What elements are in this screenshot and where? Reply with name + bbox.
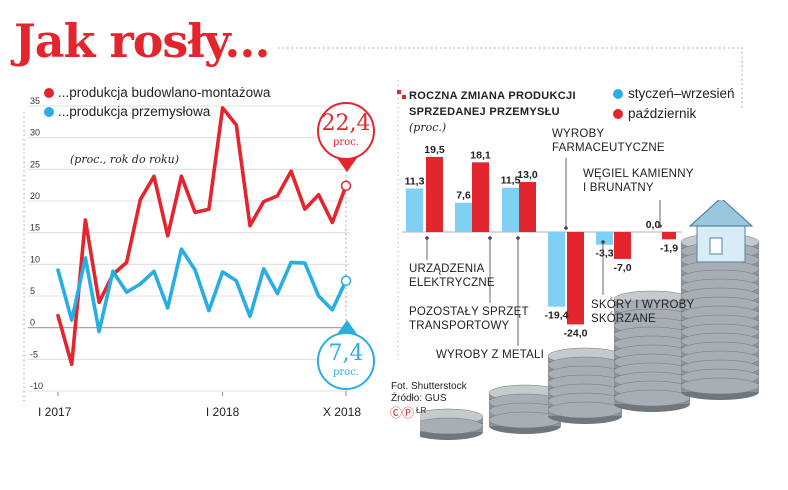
- bar-october: [662, 232, 676, 240]
- coin-face: [613, 389, 691, 407]
- value-label-jan-sep: -3,3: [595, 248, 613, 260]
- bar-october: [426, 156, 443, 232]
- industrial-callout-value: 7,4: [328, 341, 364, 366]
- legend-jan-sep-label: styczeń–wrzesień: [628, 86, 735, 101]
- x-tick-label: I 2018: [206, 405, 240, 419]
- bar-jan-sep: [406, 188, 423, 232]
- category-label-metal: WYROBY Z METALI: [436, 349, 545, 361]
- bar-october: [567, 232, 584, 325]
- legend-industrial-label: ...produkcja przemysłowa: [58, 104, 211, 119]
- line-chart: -10 -5 0 5 10 15 20 25 30 35 I 2017 I 2018 X 2018: [28, 96, 361, 419]
- legend-october: październik: [613, 106, 696, 121]
- copyright-mark: ⒸⓅ: [390, 406, 415, 420]
- leader-dot: [601, 240, 605, 244]
- construction-callout-unit: proc.: [333, 137, 359, 148]
- value-label-october: 13,0: [517, 169, 538, 181]
- red-dot-icon: [44, 87, 54, 98]
- leader-dot: [564, 226, 568, 230]
- construction-callout: 22,4 proc.: [317, 102, 375, 160]
- y-tick-label: 10: [30, 254, 40, 264]
- banknote-house-icon: [688, 200, 754, 263]
- value-label-jan-sep: 0,0: [646, 219, 661, 231]
- x-tick-label: X 2018: [323, 405, 361, 419]
- coin-stacks-illustration: [420, 200, 760, 440]
- construction-callout-value: 22,4: [321, 111, 371, 136]
- leader-dot: [658, 224, 662, 228]
- value-label-october: 18,1: [470, 149, 491, 161]
- industrial-pointer-icon: [337, 320, 357, 334]
- legend-jan-sep: styczeń–wrzesień: [613, 86, 735, 101]
- y-tick-label: -10: [30, 381, 43, 391]
- coin-face: [420, 417, 484, 435]
- page-title: Jak rosły...: [14, 14, 270, 68]
- category-label-transport: POZOSTAŁY SPRZĘT TRANSPORTOWY: [409, 306, 529, 332]
- bar-october: [519, 181, 536, 232]
- category-label-coal: WĘGIEL KAMIENNY I BRUNATNY: [583, 168, 694, 194]
- value-label-october: -24,0: [564, 327, 588, 339]
- category-label-electrical: URZĄDZENIA ELEKTRYCZNE: [409, 263, 495, 289]
- leader-dot: [425, 236, 429, 240]
- y-tick-label: 25: [30, 159, 40, 169]
- blue-dot-icon: [613, 88, 623, 99]
- value-label-jan-sep: -19,4: [545, 310, 569, 322]
- source-credit: Źródło: GUS: [391, 393, 447, 404]
- industrial-callout: 7,4 proc.: [317, 332, 375, 390]
- value-label-jan-sep: 11,3: [405, 175, 425, 187]
- author-initials: ŁR: [416, 406, 427, 415]
- bar-jan-sep: [596, 232, 613, 245]
- house-roof: [688, 200, 754, 227]
- bar-october: [614, 232, 631, 259]
- y-tick-label: 5: [30, 286, 35, 296]
- end-point-marker: [340, 180, 352, 192]
- value-label-jan-sep: 11,5: [501, 175, 521, 187]
- bar-jan-sep: [502, 187, 519, 232]
- construction-pointer-icon: [337, 158, 357, 172]
- bar-chart-title: Roczna zmiana produkcji sprzedanej przem…: [409, 90, 576, 118]
- industrial-line: [56, 247, 348, 334]
- leader-dot: [488, 236, 492, 240]
- bar-chart-unit: (proc.): [409, 121, 447, 134]
- red-dot-icon: [613, 108, 623, 119]
- legend-industrial: ...produkcja przemysłowa: [44, 104, 210, 119]
- y-tick-label: 0: [30, 318, 35, 328]
- coin-face: [547, 401, 623, 419]
- legend-construction-label: ...produkcja budowlano-montażowa: [58, 85, 271, 100]
- value-label-october: 19,5: [424, 144, 445, 156]
- left-unit-note: (proc., rok do roku): [70, 153, 179, 166]
- bar-october: [472, 162, 489, 232]
- value-label-jan-sep: 7,6: [456, 190, 471, 202]
- y-tick-label: 35: [30, 96, 40, 106]
- value-label-october: -1,9: [660, 242, 678, 254]
- coin-face: [680, 377, 760, 395]
- x-tick-label: I 2017: [38, 405, 72, 419]
- title-marker-icon: [397, 90, 406, 99]
- bar-jan-sep: [548, 232, 565, 307]
- y-tick-label: 15: [30, 223, 40, 233]
- category-label-pharma: WYROBY FARMACEUTYCZNE: [552, 128, 665, 154]
- y-tick-label: 30: [30, 128, 40, 138]
- blue-dot-icon: [44, 106, 54, 117]
- legend-construction: ...produkcja budowlano-montażowa: [44, 85, 270, 100]
- y-tick-label: -5: [30, 349, 38, 359]
- legend-october-label: październik: [628, 106, 697, 121]
- house-window: [709, 237, 723, 255]
- bar-jan-sep: [455, 202, 472, 232]
- construction-line: [56, 106, 348, 367]
- leader-dot: [516, 236, 520, 240]
- category-label-leather: SKÓRY I WYROBY SKÓRZANE: [591, 299, 695, 325]
- end-point-marker: [340, 275, 352, 287]
- y-tick-label: 20: [30, 191, 40, 201]
- value-label-october: -7,0: [613, 262, 631, 274]
- photo-credit: Fot. Shutterstock: [391, 381, 467, 392]
- industrial-callout-unit: proc.: [333, 367, 359, 378]
